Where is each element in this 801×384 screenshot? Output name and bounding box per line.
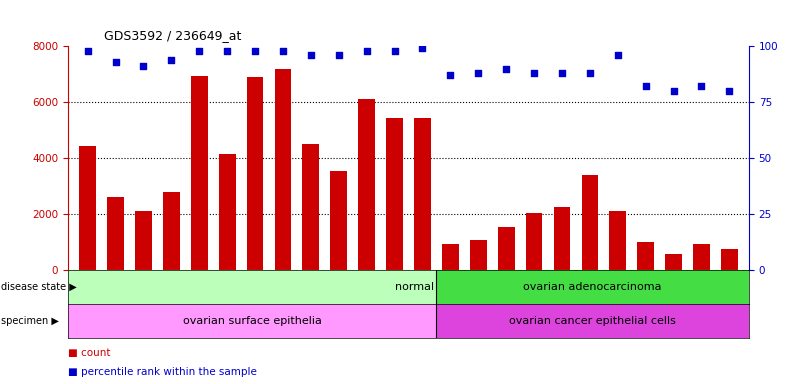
Text: ■ percentile rank within the sample: ■ percentile rank within the sample bbox=[68, 367, 257, 377]
Point bbox=[165, 56, 178, 63]
Point bbox=[416, 45, 429, 51]
Bar bbox=[303, 144, 320, 270]
Point bbox=[472, 70, 485, 76]
Bar bbox=[386, 118, 403, 270]
Bar bbox=[721, 249, 738, 270]
Point bbox=[193, 48, 206, 54]
Bar bbox=[638, 242, 654, 270]
Bar bbox=[665, 253, 682, 270]
Bar bbox=[358, 99, 375, 270]
Text: ovarian surface epithelia: ovarian surface epithelia bbox=[183, 316, 322, 326]
Text: ovarian adenocarcinoma: ovarian adenocarcinoma bbox=[523, 282, 662, 292]
Text: disease state ▶: disease state ▶ bbox=[1, 282, 77, 292]
Bar bbox=[414, 118, 431, 270]
Point bbox=[639, 83, 652, 89]
Point bbox=[528, 70, 541, 76]
Point bbox=[276, 48, 289, 54]
Bar bbox=[525, 213, 542, 270]
Point bbox=[583, 70, 596, 76]
Bar bbox=[437, 270, 749, 304]
Point bbox=[723, 88, 736, 94]
Point bbox=[360, 48, 373, 54]
Bar bbox=[191, 76, 207, 270]
Point bbox=[388, 48, 401, 54]
Text: normal: normal bbox=[395, 282, 433, 292]
Bar bbox=[68, 270, 437, 304]
Point bbox=[221, 48, 234, 54]
Point bbox=[500, 65, 513, 71]
Bar bbox=[610, 212, 626, 270]
Bar bbox=[582, 175, 598, 270]
Bar bbox=[497, 227, 514, 270]
Bar bbox=[437, 304, 749, 338]
Bar bbox=[247, 77, 264, 270]
Bar bbox=[553, 207, 570, 270]
Point bbox=[304, 52, 317, 58]
Bar bbox=[693, 244, 710, 270]
Text: ■ count: ■ count bbox=[68, 348, 111, 358]
Point bbox=[248, 48, 261, 54]
Point bbox=[611, 52, 624, 58]
Point bbox=[556, 70, 569, 76]
Text: specimen ▶: specimen ▶ bbox=[1, 316, 58, 326]
Point bbox=[444, 72, 457, 78]
Point bbox=[81, 48, 94, 54]
Bar bbox=[442, 244, 459, 270]
Point bbox=[332, 52, 345, 58]
Point bbox=[695, 83, 708, 89]
Text: GDS3592 / 236649_at: GDS3592 / 236649_at bbox=[103, 29, 241, 42]
Bar bbox=[163, 192, 179, 270]
Bar bbox=[219, 154, 235, 270]
Text: ovarian cancer epithelial cells: ovarian cancer epithelial cells bbox=[509, 316, 676, 326]
Bar bbox=[330, 171, 347, 270]
Bar bbox=[470, 240, 487, 270]
Point bbox=[137, 63, 150, 70]
Point bbox=[667, 88, 680, 94]
Point bbox=[109, 59, 122, 65]
Bar bbox=[135, 212, 152, 270]
Bar bbox=[275, 68, 292, 270]
Bar bbox=[68, 304, 437, 338]
Bar bbox=[79, 146, 96, 270]
Bar bbox=[107, 197, 124, 270]
